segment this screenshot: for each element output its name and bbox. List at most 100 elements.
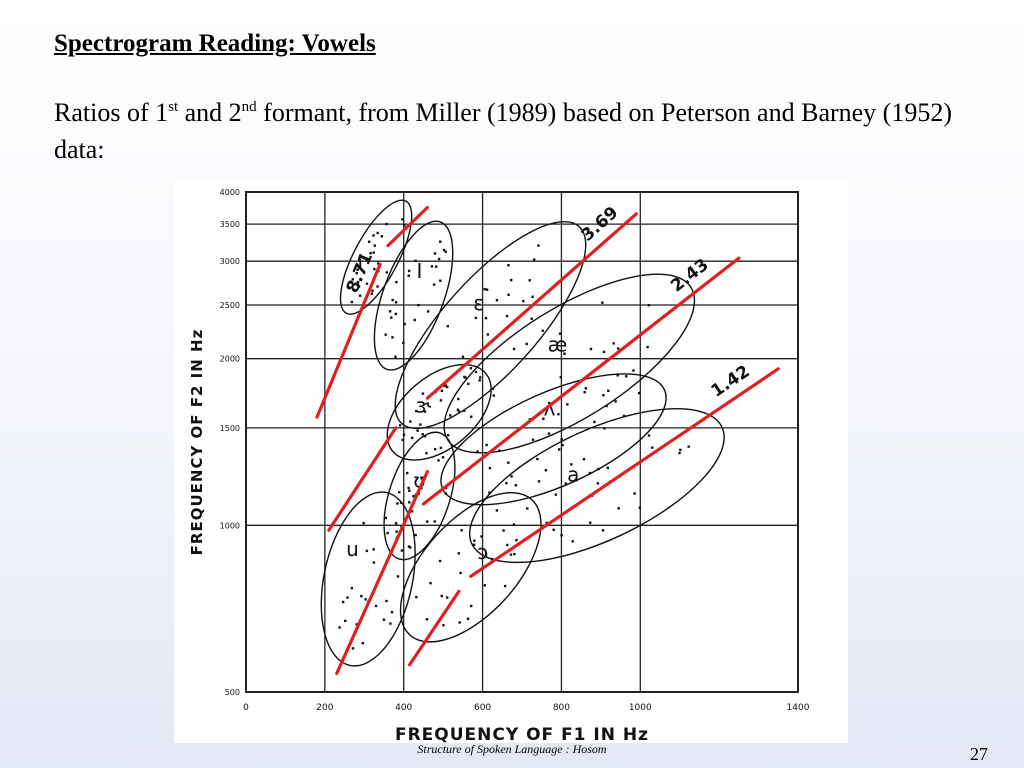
- data-point: [361, 641, 364, 645]
- formant-chart-figure: 0 200 400 600 800 1000 1400 500 1000 1500 2000 2500…: [174, 180, 848, 743]
- data-point: [593, 420, 596, 424]
- data-point: [678, 451, 681, 455]
- y-tick-label: 3500: [220, 220, 240, 229]
- data-point: [385, 271, 389, 274]
- data-point: [505, 314, 509, 318]
- data-point: [364, 598, 367, 601]
- x-tick-label: 1400: [787, 703, 810, 713]
- data-point: [474, 316, 478, 320]
- data-point: [488, 491, 491, 494]
- data-point: [646, 345, 649, 349]
- data-point: [439, 240, 442, 243]
- data-point: [406, 471, 409, 475]
- data-point: [507, 461, 510, 464]
- vowel-region-ellipse: [383, 431, 456, 561]
- data-point: [484, 553, 488, 556]
- formant-ratio-line: [335, 470, 429, 676]
- data-point: [687, 445, 690, 448]
- data-point: [503, 584, 507, 588]
- superscript-st: st: [168, 99, 179, 115]
- data-point: [396, 502, 399, 505]
- data-point: [432, 283, 436, 286]
- vowel-region-ellipse: [373, 220, 454, 371]
- data-point: [458, 621, 461, 624]
- data-point: [616, 347, 620, 350]
- data-point: [457, 410, 461, 413]
- data-point: [472, 543, 476, 546]
- data-point: [441, 456, 445, 459]
- data-point: [433, 448, 437, 451]
- data-point: [526, 507, 529, 510]
- data-point: [358, 294, 362, 297]
- data-point: [531, 295, 534, 298]
- data-point: [614, 400, 617, 403]
- data-point: [394, 301, 398, 304]
- data-point: [373, 267, 376, 271]
- data-point: [502, 529, 505, 532]
- data-point: [571, 540, 574, 543]
- data-point: [385, 599, 388, 603]
- data-point: [589, 521, 592, 524]
- data-point: [384, 333, 387, 336]
- data-point: [407, 545, 411, 548]
- formant-ratio-line: [327, 426, 398, 532]
- data-point: [440, 389, 444, 393]
- data-point: [415, 595, 418, 599]
- data-point: [401, 438, 404, 442]
- data-point: [588, 471, 592, 475]
- data-point: [355, 623, 358, 626]
- data-point: [374, 604, 378, 608]
- x-tick-label: 200: [316, 703, 333, 713]
- data-point: [456, 408, 460, 412]
- data-point: [492, 394, 496, 397]
- data-point: [537, 244, 540, 247]
- data-point: [498, 449, 501, 452]
- y-tick-label: 2500: [220, 301, 240, 310]
- data-point: [533, 258, 536, 261]
- ratio-line-label: 1.42: [708, 362, 754, 402]
- formant-ratio-line: [408, 589, 461, 667]
- data-point: [622, 414, 626, 418]
- data-point: [647, 434, 651, 437]
- data-point: [437, 257, 441, 261]
- data-point: [525, 342, 528, 346]
- vowel-label: ɔ: [477, 540, 488, 564]
- vowel-region-ellipse: [468, 407, 725, 564]
- data-point: [350, 586, 354, 590]
- data-point: [394, 312, 397, 316]
- data-point: [449, 414, 452, 417]
- data-point: [601, 529, 605, 532]
- data-point: [603, 427, 606, 430]
- data-point: [584, 387, 588, 390]
- data-point: [415, 409, 418, 413]
- data-point: [476, 450, 479, 453]
- data-point: [583, 390, 586, 394]
- data-point: [647, 304, 651, 307]
- data-point: [433, 520, 436, 523]
- data-point: [438, 559, 442, 563]
- data-point: [413, 318, 416, 322]
- data-point: [509, 553, 513, 556]
- data-point: [478, 379, 481, 382]
- y-tick-label: 1500: [220, 424, 240, 433]
- y-tick-label: 3000: [220, 257, 240, 266]
- data-point: [398, 491, 401, 494]
- data-point: [470, 415, 473, 418]
- data-point: [371, 289, 374, 292]
- data-point: [638, 506, 642, 509]
- data-point: [514, 484, 518, 487]
- data-point: [402, 341, 405, 345]
- data-point: [469, 604, 473, 608]
- data-point: [421, 392, 425, 395]
- data-point: [403, 322, 406, 326]
- data-point: [460, 529, 463, 532]
- data-point: [356, 280, 360, 284]
- data-point: [445, 385, 449, 389]
- data-point: [403, 224, 406, 227]
- formant-ratio-line: [386, 205, 429, 248]
- slide-footer: Structure of Spoken Language : Hosom: [417, 742, 607, 756]
- data-point: [473, 539, 476, 542]
- data-point: [557, 412, 560, 416]
- vowel-label: ε: [473, 291, 484, 315]
- x-tick-label: 600: [474, 703, 491, 713]
